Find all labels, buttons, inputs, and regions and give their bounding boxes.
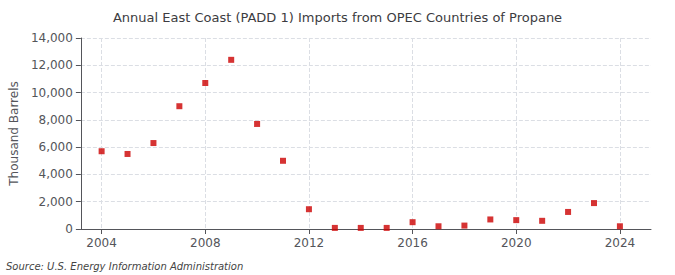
svg-text:8,000: 8,000 [39,113,73,127]
svg-text:0: 0 [65,222,73,236]
svg-text:10,000: 10,000 [31,86,73,100]
svg-text:2,000: 2,000 [39,195,73,209]
svg-text:2020: 2020 [501,236,532,250]
svg-text:14,000: 14,000 [31,31,73,45]
svg-text:Source: U.S. Energy Informatio: Source: U.S. Energy Information Administ… [6,261,243,272]
svg-text:Annual East Coast (PADD 1) Imp: Annual East Coast (PADD 1) Imports from … [113,10,562,25]
svg-text:2024: 2024 [605,236,636,250]
svg-text:2016: 2016 [397,236,428,250]
svg-text:4,000: 4,000 [39,167,73,181]
svg-text:12,000: 12,000 [31,58,73,72]
svg-text:2004: 2004 [86,236,117,250]
svg-text:Thousand Barrels: Thousand Barrels [7,81,21,186]
svg-text:2012: 2012 [294,236,325,250]
svg-text:2008: 2008 [190,236,221,250]
svg-text:6,000: 6,000 [39,140,73,154]
